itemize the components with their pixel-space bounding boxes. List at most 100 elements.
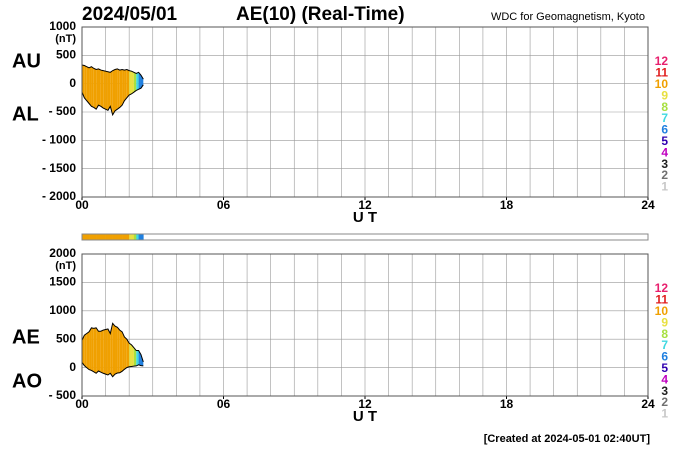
legend-item: 11 bbox=[655, 66, 668, 80]
legend-item: 6 bbox=[661, 350, 668, 364]
coverage-segment bbox=[98, 234, 102, 240]
fill-band bbox=[110, 323, 113, 377]
coverage-frame bbox=[81, 233, 649, 241]
fill-band bbox=[129, 70, 132, 95]
series-line bbox=[81, 64, 144, 80]
coverage-segment bbox=[140, 234, 144, 240]
legend-item: 9 bbox=[661, 88, 668, 102]
legend-item: 12 bbox=[655, 281, 669, 295]
fill-band bbox=[98, 68, 101, 107]
coverage-segment bbox=[126, 234, 130, 240]
coverage-segment bbox=[112, 234, 116, 240]
legend-item: 11 bbox=[655, 293, 668, 307]
legend-item: 7 bbox=[661, 338, 668, 352]
x-tick-label: 00 bbox=[75, 397, 89, 411]
x-axis-label: U T bbox=[353, 408, 377, 425]
fill-band bbox=[122, 69, 125, 106]
fill-band bbox=[89, 66, 92, 107]
fill-band bbox=[115, 68, 118, 111]
fill-band bbox=[100, 70, 104, 109]
y-tick-label: - 1500 bbox=[42, 161, 76, 175]
legend-item: 4 bbox=[661, 372, 668, 386]
fill-band bbox=[112, 69, 116, 115]
coverage-segment bbox=[105, 234, 109, 240]
legend-item: 5 bbox=[661, 134, 668, 148]
coverage-segment bbox=[119, 234, 123, 240]
fill-band bbox=[107, 328, 111, 375]
legend-item: 8 bbox=[661, 327, 668, 341]
fill-band bbox=[129, 343, 132, 367]
fill-band bbox=[86, 331, 90, 370]
fill-band bbox=[126, 339, 130, 368]
y-tick-label: 0 bbox=[69, 76, 76, 90]
series-label: AU bbox=[12, 50, 41, 72]
legend-item: 10 bbox=[655, 77, 669, 91]
fill-band bbox=[112, 323, 116, 377]
coverage-segment bbox=[110, 234, 113, 240]
coverage-segment bbox=[100, 234, 104, 240]
x-tick-label: 24 bbox=[641, 397, 655, 411]
fill-band bbox=[96, 68, 99, 110]
y-tick-label: 1500 bbox=[49, 275, 76, 289]
y-unit: (nT) bbox=[55, 33, 76, 45]
y-tick-label: 500 bbox=[56, 331, 76, 345]
fill-band bbox=[136, 72, 139, 91]
fill-band bbox=[82, 64, 85, 98]
legend-item: 10 bbox=[655, 304, 669, 318]
fill-band bbox=[82, 335, 85, 366]
date: 2024/05/01 bbox=[82, 4, 178, 25]
fill-band bbox=[98, 331, 101, 373]
fill-band bbox=[117, 327, 120, 373]
legend-item: 1 bbox=[661, 180, 668, 194]
legend-item: 9 bbox=[661, 315, 668, 329]
legend-item: 3 bbox=[661, 157, 668, 171]
plot-frame bbox=[81, 253, 649, 397]
y-tick-label: 0 bbox=[69, 360, 76, 374]
footer: [Created at 2024-05-01 02:40UT] bbox=[484, 433, 651, 445]
x-tick-label: 12 bbox=[358, 198, 372, 212]
y-tick-label: 1000 bbox=[49, 19, 76, 33]
series-line bbox=[81, 362, 144, 378]
fill-band bbox=[136, 350, 139, 366]
coverage-segment bbox=[136, 234, 139, 240]
legend-item: 4 bbox=[661, 145, 668, 159]
legend-item: 7 bbox=[661, 111, 668, 125]
series-label: AE bbox=[12, 326, 40, 348]
series-label: AO bbox=[12, 370, 42, 392]
fill-band bbox=[126, 69, 130, 98]
coverage-segment bbox=[93, 234, 97, 240]
x-tick-label: 12 bbox=[358, 397, 372, 411]
fill-band bbox=[131, 344, 134, 367]
fill-band bbox=[133, 72, 137, 93]
fill-band bbox=[103, 329, 106, 375]
legend-item: 8 bbox=[661, 100, 668, 114]
fill-band bbox=[105, 71, 108, 111]
fill-band bbox=[110, 70, 113, 115]
fill-band bbox=[138, 72, 141, 90]
y-tick-label: 1000 bbox=[49, 303, 76, 317]
y-tick-label: - 1000 bbox=[42, 133, 76, 147]
y-tick-label: - 500 bbox=[49, 388, 77, 402]
coverage-segment bbox=[138, 234, 142, 240]
x-tick-label: 18 bbox=[500, 397, 514, 411]
coverage-segment bbox=[115, 234, 118, 240]
fill-band bbox=[119, 69, 123, 108]
fill-band bbox=[91, 66, 94, 108]
fill-band bbox=[93, 327, 97, 374]
title: AE(10) (Real-Time) bbox=[236, 4, 405, 25]
fill-band bbox=[100, 330, 104, 374]
fill-band bbox=[122, 331, 125, 372]
coverage-segment bbox=[82, 234, 85, 240]
series-label: AL bbox=[12, 103, 39, 125]
legend-item: 3 bbox=[661, 384, 668, 398]
coverage-segment bbox=[103, 234, 106, 240]
legend-item: 2 bbox=[661, 168, 668, 182]
fill-band bbox=[86, 66, 90, 104]
x-tick-label: 00 bbox=[75, 198, 89, 212]
fill-band bbox=[93, 68, 97, 110]
fill-band bbox=[105, 328, 108, 375]
fill-band bbox=[91, 327, 94, 372]
coverage-segment bbox=[86, 234, 90, 240]
